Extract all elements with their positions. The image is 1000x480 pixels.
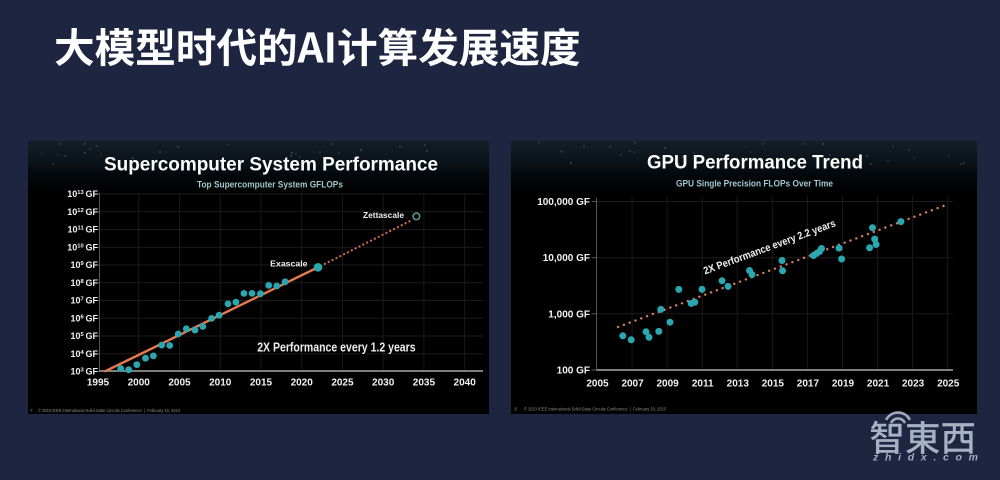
svg-text:2005: 2005 <box>586 379 609 390</box>
svg-text:107 GF: 107 GF <box>70 296 98 306</box>
svg-text:10,000 GF: 10,000 GF <box>543 253 590 264</box>
svg-text:2030: 2030 <box>372 378 395 389</box>
svg-text:GPU Performance Trend: GPU Performance Trend <box>647 153 863 174</box>
svg-text:2019: 2019 <box>832 379 855 390</box>
svg-text:2015: 2015 <box>250 378 273 389</box>
svg-text:© 2023 IEEE International Soli: © 2023 IEEE International Solid-State Ci… <box>38 407 180 413</box>
svg-text:100 GF: 100 GF <box>557 366 590 377</box>
svg-text:2013: 2013 <box>727 379 750 390</box>
svg-text:GPU Single Precision FLOPs Ove: GPU Single Precision FLOPs Over Time <box>676 179 833 190</box>
svg-text:2020: 2020 <box>291 378 314 389</box>
svg-text:2X Performance every 1.2 years: 2X Performance every 1.2 years <box>257 341 415 355</box>
svg-text:103 GF: 103 GF <box>70 367 98 377</box>
svg-text:109 GF: 109 GF <box>70 260 98 270</box>
svg-text:1011 GF: 1011 GF <box>68 225 99 235</box>
svg-text:1995: 1995 <box>87 378 110 389</box>
svg-text:104 GF: 104 GF <box>70 349 98 359</box>
svg-text:2025: 2025 <box>331 378 354 389</box>
svg-text:1,000 GF: 1,000 GF <box>548 309 590 320</box>
svg-text:Supercomputer System Performan: Supercomputer System Performance <box>104 155 438 176</box>
svg-text:7: 7 <box>30 408 33 413</box>
svg-text:2007: 2007 <box>621 379 644 390</box>
svg-text:2040: 2040 <box>454 378 477 389</box>
svg-text:6: 6 <box>515 407 518 412</box>
svg-text:2000: 2000 <box>128 378 151 389</box>
svg-text:2025: 2025 <box>937 379 960 390</box>
svg-text:1010 GF: 1010 GF <box>67 242 98 252</box>
svg-text:106 GF: 106 GF <box>70 313 98 323</box>
svg-text:100,000 GF: 100,000 GF <box>537 197 590 208</box>
svg-text:2023: 2023 <box>902 379 925 390</box>
svg-text:1013 GF: 1013 GF <box>67 189 98 199</box>
svg-text:© 2023 IEEE International Soli: © 2023 IEEE International Solid-State Ci… <box>524 406 666 412</box>
svg-text:2017: 2017 <box>797 379 820 390</box>
svg-text:108 GF: 108 GF <box>70 278 98 288</box>
svg-text:Top Supercomputer System GFLOP: Top Supercomputer System GFLOPs <box>197 180 343 191</box>
svg-text:2010: 2010 <box>209 378 232 389</box>
svg-text:2035: 2035 <box>413 378 436 389</box>
svg-text:2009: 2009 <box>657 379 680 390</box>
svg-text:2005: 2005 <box>168 378 191 389</box>
svg-text:1012 GF: 1012 GF <box>67 207 98 217</box>
svg-text:2021: 2021 <box>867 379 890 390</box>
svg-text:Zettascale: Zettascale <box>363 211 405 220</box>
svg-text:zhidx.com: zhidx.com <box>872 452 978 464</box>
svg-text:2011: 2011 <box>692 379 714 390</box>
svg-text:Exascale: Exascale <box>270 260 308 269</box>
svg-text:2015: 2015 <box>762 379 785 390</box>
svg-text:105 GF: 105 GF <box>70 331 98 341</box>
